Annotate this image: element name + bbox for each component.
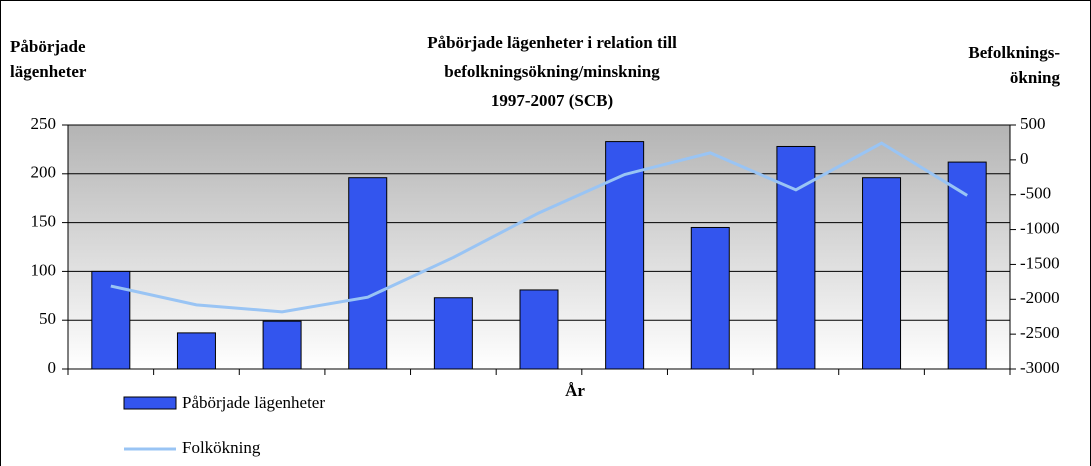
y-tick-label: 250 (31, 114, 57, 133)
bar (862, 177, 902, 370)
bar (176, 332, 216, 370)
y-tick-label: 0 (48, 358, 57, 377)
y-tick-label: 100 (31, 260, 57, 279)
y2-tick-label: -2000 (1020, 288, 1060, 307)
bar (348, 177, 388, 370)
y2-tick-label: -2500 (1020, 323, 1060, 342)
y-tick-label: 200 (31, 163, 57, 182)
legend-label: Påbörjade lägenheter (182, 393, 325, 412)
chart-title: 1997-2007 (SCB) (491, 91, 613, 110)
y2-axis-label: ökning (1010, 68, 1061, 87)
y-axis-label: Påbörjade (10, 37, 86, 56)
bar (433, 297, 473, 370)
bar (690, 226, 730, 370)
bar (91, 270, 131, 370)
legend-swatch (123, 396, 177, 410)
y2-tick-label: -500 (1020, 184, 1051, 203)
chart-title: Påbörjade lägenheter i relation till (427, 33, 677, 52)
bar (947, 161, 987, 370)
bar (519, 289, 559, 370)
line-series (110, 141, 968, 314)
y2-tick-label: -1000 (1020, 218, 1060, 237)
y2-tick-label: 0 (1020, 149, 1029, 168)
y2-tick-label: -3000 (1020, 358, 1060, 377)
y2-tick-label: 500 (1020, 114, 1046, 133)
y2-axis-label: Befolknings- (968, 43, 1060, 62)
x-axis-label: År (565, 381, 585, 400)
bar (776, 145, 816, 370)
y-tick-label: 50 (39, 309, 56, 328)
chart-title: befolkningsökning/minskning (444, 62, 660, 81)
y2-tick-label: -1500 (1020, 253, 1060, 272)
y-tick-label: 150 (31, 212, 57, 231)
bar (262, 320, 302, 370)
y-axis-label: lägenheter (10, 62, 87, 81)
legend-label: Folkökning (182, 438, 261, 457)
